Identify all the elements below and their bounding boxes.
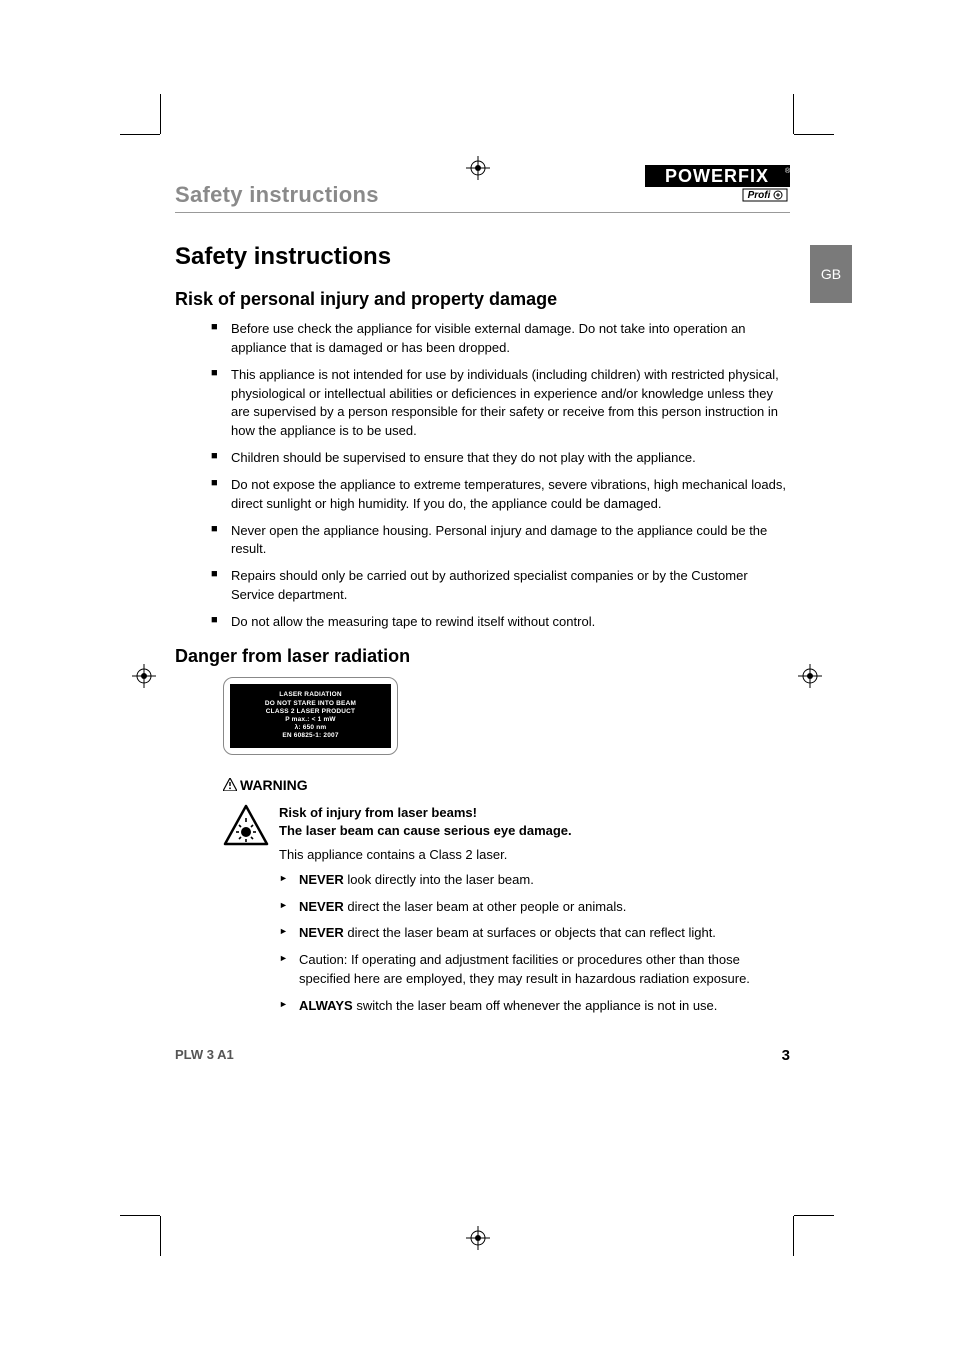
registration-mark-icon: [132, 664, 156, 688]
list-item: Do not allow the measuring tape to rewin…: [231, 613, 790, 632]
warning-triangle-icon: [223, 778, 237, 794]
registration-mark-icon: [798, 664, 822, 688]
language-tab: GB: [810, 245, 852, 303]
crop-mark: [160, 1216, 161, 1256]
svg-text:®: ®: [785, 167, 790, 175]
laser-label-text: LASER RADIATION DO NOT STARE INTO BEAM C…: [230, 684, 391, 748]
crop-mark: [120, 134, 160, 135]
list-item: Repairs should only be carried out by au…: [231, 567, 790, 605]
list-item: Caution: If operating and adjustment fac…: [299, 951, 790, 989]
crop-mark: [794, 1215, 834, 1216]
crop-mark: [160, 94, 161, 134]
list-item: This appliance is not intended for use b…: [231, 366, 790, 441]
list-item: ALWAYS switch the laser beam off wheneve…: [299, 997, 790, 1016]
section-title: Safety instructions: [175, 182, 379, 208]
list-item: Do not expose the appliance to extreme t…: [231, 476, 790, 514]
crop-mark: [794, 134, 834, 135]
warning-intro: This appliance contains a Class 2 laser.: [279, 846, 790, 864]
warning-block: Risk of injury from laser beams! The las…: [175, 804, 790, 1024]
risk-heading: Risk of personal injury and property dam…: [175, 289, 790, 310]
warning-title: WARNING: [223, 777, 790, 794]
list-item: NEVER direct the laser beam at other peo…: [299, 898, 790, 917]
list-item: NEVER direct the laser beam at surfaces …: [299, 924, 790, 943]
laser-hazard-icon: [223, 804, 269, 1024]
list-item: Before use check the appliance for visib…: [231, 320, 790, 358]
list-item: Children should be supervised to ensure …: [231, 449, 790, 468]
crop-mark: [120, 1215, 160, 1216]
footer-model: PLW 3 A1: [175, 1047, 234, 1064]
warning-bold-line: The laser beam can cause serious eye dam…: [279, 822, 790, 840]
list-item: Never open the appliance housing. Person…: [231, 522, 790, 560]
crop-mark: [793, 94, 794, 134]
brand-sub-text: Profi: [748, 190, 771, 201]
crop-mark: [793, 1216, 794, 1256]
main-heading: Safety instructions: [175, 243, 790, 271]
registration-mark-icon: [466, 1226, 490, 1250]
laser-warning-label: LASER RADIATION DO NOT STARE INTO BEAM C…: [223, 677, 398, 755]
warning-body: Risk of injury from laser beams! The las…: [279, 804, 790, 1024]
footer-page-number: 3: [782, 1047, 790, 1064]
brand-main-text: POWERFIX: [665, 166, 769, 186]
warning-bold-line: Risk of injury from laser beams!: [279, 804, 790, 822]
warning-list: NEVER look directly into the laser beam.…: [279, 871, 790, 1016]
list-item: NEVER look directly into the laser beam.: [299, 871, 790, 890]
laser-heading: Danger from laser radiation: [175, 646, 790, 667]
page-content: GB Safety instructions POWERFIX ® Profi …: [175, 165, 790, 1024]
page-footer: PLW 3 A1 3: [175, 1047, 790, 1064]
page-header: Safety instructions POWERFIX ® Profi: [175, 165, 790, 213]
risk-list: Before use check the appliance for visib…: [175, 320, 790, 632]
brand-logo: POWERFIX ® Profi: [645, 165, 790, 208]
